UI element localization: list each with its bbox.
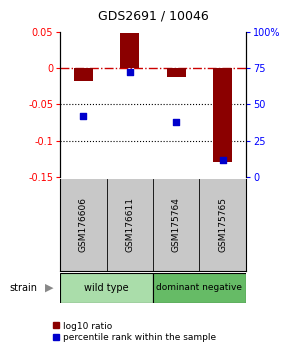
Bar (167, 68, 185, 77)
Text: GSM175764: GSM175764 (172, 197, 181, 252)
Text: GSM176611: GSM176611 (125, 197, 134, 252)
Text: wild type: wild type (84, 282, 129, 293)
Text: ▶: ▶ (45, 282, 54, 293)
Bar (120, 33, 139, 68)
Text: GDS2691 / 10046: GDS2691 / 10046 (98, 10, 208, 22)
Text: GSM175765: GSM175765 (218, 197, 227, 252)
Text: dominant negative: dominant negative (157, 283, 242, 292)
Legend: log10 ratio, percentile rank within the sample: log10 ratio, percentile rank within the … (50, 318, 220, 346)
Bar (60, 273, 153, 303)
Point (128, 70, 132, 75)
Text: GSM176606: GSM176606 (79, 197, 88, 252)
Bar (74, 68, 92, 81)
Point (81, 113, 86, 119)
Point (174, 119, 178, 125)
Point (220, 157, 225, 162)
Bar (153, 273, 246, 303)
Bar (213, 68, 232, 162)
Text: strain: strain (9, 282, 37, 293)
